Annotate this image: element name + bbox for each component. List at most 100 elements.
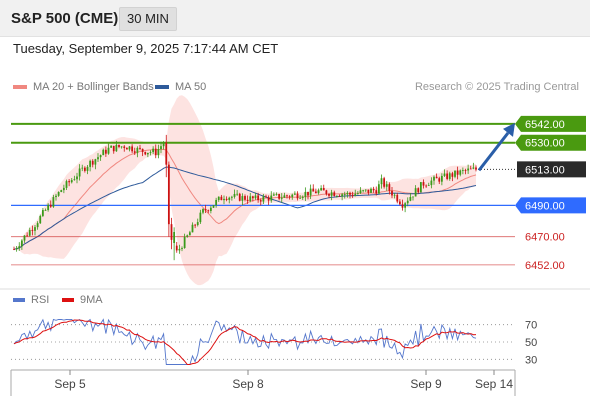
candle-body: [317, 190, 320, 194]
candle-body: [383, 178, 386, 187]
candle-body: [60, 190, 63, 192]
candle-body: [194, 224, 197, 226]
last-price-value: 6513.00: [525, 164, 565, 176]
candle-body: [335, 195, 338, 197]
candle-body: [191, 224, 194, 233]
ma50-line: [13, 166, 477, 250]
candle-body: [128, 146, 131, 150]
candle-body: [86, 166, 89, 171]
candle-body: [18, 246, 21, 249]
legend-9ma-label: 9MA: [80, 294, 103, 306]
candle-body: [364, 189, 367, 191]
candle-body: [396, 194, 399, 202]
candle-body: [367, 189, 370, 193]
candle-body: [15, 248, 18, 250]
candle-body: [435, 176, 438, 179]
candle-body: [278, 193, 281, 199]
candle-body: [202, 209, 204, 213]
candle-body: [238, 193, 241, 201]
candle-body: [446, 173, 449, 179]
candle-body: [26, 235, 29, 237]
candle-body: [328, 194, 330, 196]
candle-body: [461, 170, 464, 171]
candle-body: [76, 176, 78, 180]
candle-body: [152, 148, 155, 153]
candle-body: [68, 181, 71, 183]
candle-body: [167, 164, 170, 225]
candle-body: [459, 170, 462, 175]
candle-body: [464, 170, 467, 171]
candle-body: [141, 148, 144, 152]
candle-body: [443, 173, 446, 176]
candle-body: [422, 182, 425, 186]
candle-body: [451, 173, 454, 177]
candle-body: [372, 188, 375, 191]
candle-body: [249, 196, 252, 202]
candle-body: [118, 144, 120, 147]
chart-credit: Research © 2025 Trading Central: [414, 81, 579, 93]
candle-body: [330, 192, 333, 196]
ma20-line: [13, 148, 477, 250]
candle-body: [31, 229, 34, 231]
candle-body: [427, 185, 430, 186]
candle-body: [136, 147, 139, 153]
interval-button[interactable]: 30 MIN: [119, 7, 177, 31]
target-tag: [515, 115, 586, 132]
candle-body: [47, 204, 50, 211]
candle-body: [149, 152, 152, 153]
candle-body: [94, 159, 97, 165]
candle-body: [123, 146, 126, 148]
candle-body: [299, 197, 302, 199]
candle-body: [265, 196, 267, 198]
candle-body: [220, 196, 223, 201]
candle-body: [39, 215, 42, 224]
candle-body: [322, 188, 325, 191]
rsi-tick-label: 30: [525, 354, 537, 366]
candle-body: [233, 193, 236, 197]
candle-body: [183, 236, 186, 249]
legend-ma20-bb: MA 20 + Bollinger Bands: [13, 81, 154, 93]
candle-body: [409, 196, 412, 201]
candle-body: [133, 151, 136, 153]
candle-body: [34, 227, 36, 231]
candle-body: [246, 199, 249, 202]
candle-body: [375, 190, 378, 194]
candle-body: [91, 160, 94, 165]
candle-body: [89, 160, 92, 167]
candle-body: [236, 193, 239, 195]
rsi-tick-label: 50: [525, 337, 537, 349]
candle-body: [204, 209, 207, 211]
candle-body: [57, 191, 60, 196]
candle-body: [209, 207, 212, 211]
candle-body: [28, 229, 31, 236]
x-tick-label: Sep 9: [410, 377, 442, 391]
candle-body: [199, 212, 202, 223]
resistance-tag: [515, 134, 586, 151]
candle-body: [241, 196, 244, 201]
chart-header: S&P 500 (CME) 30 MIN: [0, 0, 590, 37]
candle-body: [333, 192, 336, 197]
x-tick-label: Sep 5: [54, 377, 86, 391]
candle-body: [391, 190, 393, 196]
candle-body: [154, 148, 157, 156]
candle-body: [112, 145, 115, 152]
candle-body: [110, 145, 113, 148]
candle-body: [178, 248, 181, 251]
candle-body: [354, 193, 357, 196]
candle-body: [425, 185, 428, 187]
candle-body: [257, 195, 260, 201]
candle-body: [393, 194, 396, 196]
candle-body: [230, 196, 233, 198]
candle-body: [196, 222, 199, 226]
candle-body: [370, 188, 372, 193]
candle-body: [433, 176, 435, 181]
pivot-tag: [515, 197, 586, 214]
legend-rsi: RSI: [13, 294, 49, 306]
candle-body: [296, 193, 299, 199]
instrument-title: S&P 500 (CME): [11, 10, 119, 27]
candle-body: [188, 232, 191, 236]
candle-body: [380, 178, 383, 185]
candle-body: [475, 167, 477, 170]
